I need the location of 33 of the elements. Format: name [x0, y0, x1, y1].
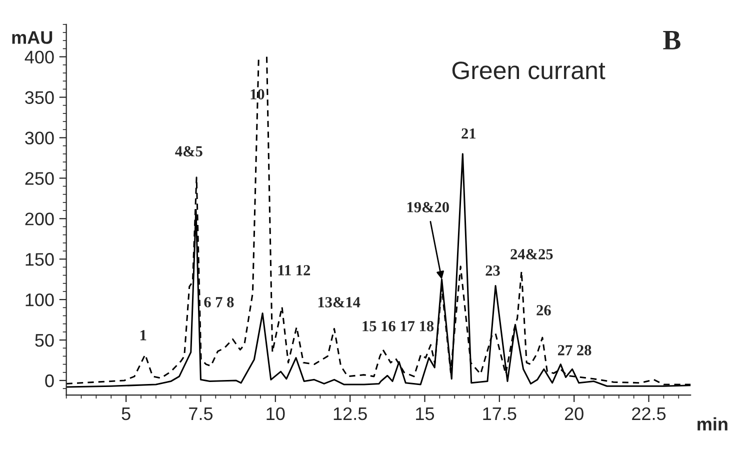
y-tick-label: 150 [26, 253, 54, 266]
x-tick-label: 15 [416, 408, 434, 420]
text: Green currant [452, 62, 606, 80]
annotation: 1 [140, 330, 146, 340]
annotation: 4&5 [175, 146, 202, 156]
annotation: 15 16 17 18 [362, 321, 434, 332]
annotation: 27 28 [558, 345, 592, 356]
y-axis-title: mAU [12, 31, 52, 44]
y-tick-label: 0 [45, 374, 54, 388]
y-tick-label: 200 [25, 212, 54, 226]
x-tick-label: 17.5 [483, 408, 516, 420]
y-tick-label: 350 [25, 91, 54, 104]
y-tick-label: 100 [26, 293, 54, 306]
x-tick-label: 22.5 [632, 407, 666, 420]
y-tick-label: 50 [35, 334, 54, 347]
x-tick-label: 7.5 [189, 408, 213, 420]
x-tick-label: 10 [266, 407, 285, 420]
annotation: 13&14 [318, 297, 360, 308]
annotation: 19&20 [407, 202, 449, 212]
x-tick-label: 12.5 [334, 407, 367, 420]
y-tick-label: 400 [24, 50, 54, 64]
x-tick-label: 5 [122, 408, 130, 420]
y-tick-label: 300 [25, 132, 54, 144]
annotation: 11 12 [278, 265, 310, 276]
x-tick-label: 20 [564, 407, 584, 420]
annotation: 24&25 [510, 249, 553, 260]
annotation: 21 [462, 128, 476, 139]
annotation: 6 7 8 [204, 297, 234, 308]
y-tick-label: 250 [25, 172, 54, 185]
x-axis-title: min [698, 417, 728, 430]
annotation: B [663, 31, 680, 50]
annotation: 26 [536, 305, 551, 316]
annotation: 23 [486, 265, 500, 276]
